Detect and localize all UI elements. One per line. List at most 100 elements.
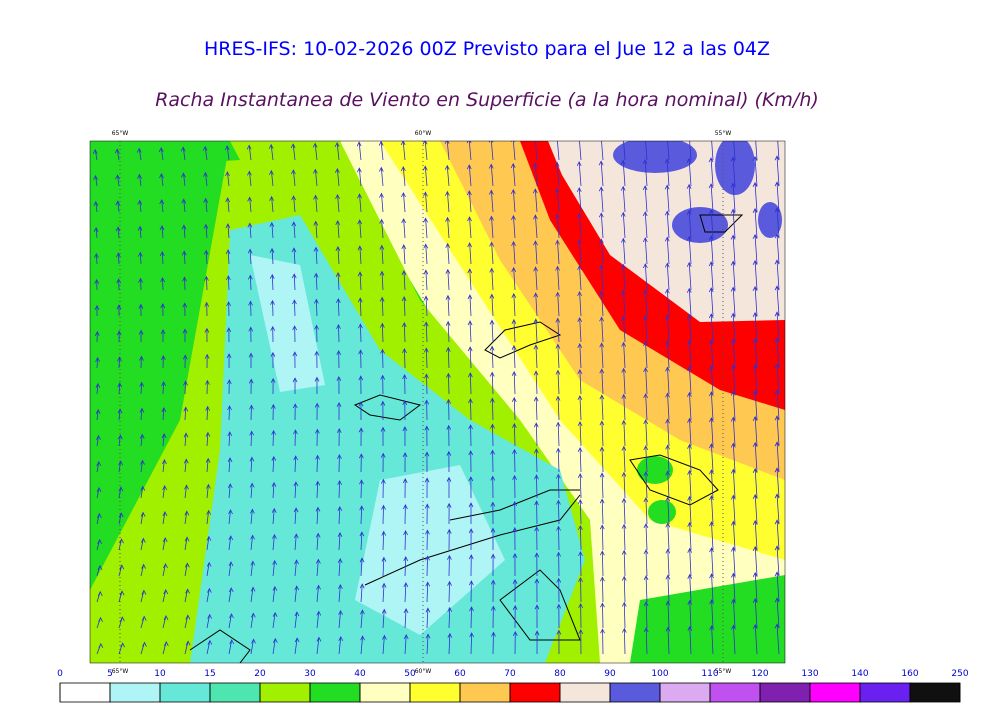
wind-arrow <box>292 351 298 369</box>
wind-arrow <box>205 405 211 421</box>
wind-arrow <box>576 160 582 187</box>
wind-arrow <box>96 460 102 473</box>
wind-arrow <box>247 248 253 265</box>
wind-arrow <box>777 141 780 161</box>
wind-arrow <box>226 327 232 343</box>
wind-arrow <box>183 432 189 447</box>
wind-arrow <box>511 292 517 317</box>
wind-arrow <box>118 642 126 655</box>
wind-arrow <box>381 608 387 629</box>
wind-arrow <box>292 325 297 343</box>
wind-arrow <box>466 141 472 161</box>
wind-arrow <box>161 407 167 421</box>
wind-arrow <box>468 554 474 577</box>
wind-arrow <box>599 368 605 395</box>
wind-arrow <box>115 226 121 239</box>
wind-arrow <box>248 378 254 395</box>
wind-arrow <box>577 420 583 447</box>
wind-arrow <box>642 159 648 187</box>
wind-arrow <box>136 147 142 161</box>
wind-arrow <box>269 273 275 291</box>
wind-arrow <box>555 265 560 291</box>
wind-arrow <box>269 169 274 187</box>
wind-arrow <box>272 611 278 629</box>
wind-arrow <box>205 431 211 447</box>
wind-arrow <box>118 486 124 499</box>
wind-arrow <box>446 424 452 447</box>
wind-arrow <box>752 311 758 343</box>
wind-arrow <box>357 219 363 239</box>
wind-arrow <box>534 604 540 629</box>
wind-arrow <box>225 197 231 213</box>
wind-arrow <box>315 480 321 499</box>
wind-arrow <box>599 238 604 265</box>
wind-arrow <box>159 251 165 265</box>
wind-arrow <box>466 164 472 187</box>
wind-arrow <box>203 197 209 213</box>
wind-arrow <box>599 420 605 447</box>
wind-arrow <box>555 395 561 421</box>
colorbar-swatch <box>659 682 711 703</box>
wind-arrow <box>402 478 408 499</box>
wind-arrow <box>577 368 583 395</box>
wind-arrow <box>184 510 190 525</box>
wind-arrow <box>643 419 649 447</box>
wind-arrow <box>621 445 627 473</box>
colorbar-tick-label: 250 <box>951 669 968 679</box>
wind-arrow <box>312 142 318 161</box>
wind-arrow <box>510 188 516 213</box>
wind-arrow <box>708 287 714 317</box>
wind-arrow <box>294 611 300 629</box>
wind-arrow <box>249 482 255 499</box>
wind-arrow <box>226 379 232 395</box>
wind-arrow <box>118 460 124 473</box>
wind-arrow <box>623 141 626 161</box>
wind-arrow <box>447 554 452 577</box>
wind-arrow <box>511 396 517 421</box>
wind-arrow <box>578 628 584 655</box>
wind-arrow <box>118 434 123 447</box>
wind-arrow <box>401 192 406 213</box>
wind-arrow <box>403 556 409 577</box>
wind-arrow <box>752 363 758 395</box>
wind-arrow <box>359 479 364 499</box>
wind-arrow <box>140 537 146 551</box>
wind-arrow <box>555 369 561 395</box>
wind-arrow <box>359 557 365 577</box>
wind-arrow <box>774 545 780 577</box>
wind-arrow <box>137 251 143 265</box>
wind-arrow <box>380 400 386 421</box>
wind-arrow <box>291 273 297 291</box>
wind-arrow <box>181 250 187 265</box>
wind-arrow <box>598 212 604 239</box>
wind-arrow <box>314 324 319 343</box>
wind-arrow <box>248 300 253 317</box>
wind-arrow <box>665 470 671 499</box>
wind-arrow <box>446 372 451 395</box>
wind-arrow <box>533 292 539 317</box>
wind-arrow <box>620 159 626 187</box>
wind-arrow <box>206 587 212 603</box>
wind-arrow <box>379 244 385 265</box>
wind-arrow <box>533 422 539 447</box>
wind-arrow <box>774 259 780 291</box>
wind-arrow <box>228 535 234 551</box>
colorbar-swatch <box>459 682 511 703</box>
wind-arrow <box>752 545 758 577</box>
wind-arrow <box>336 375 342 395</box>
wind-arrow <box>359 583 365 603</box>
wind-arrow <box>578 576 583 603</box>
wind-arrow <box>402 400 408 421</box>
wind-arrow <box>270 325 276 343</box>
wind-arrow <box>423 269 429 291</box>
wind-arrow <box>512 578 518 603</box>
colorbar-tick-label: 5 <box>107 669 113 679</box>
wind-arrow <box>467 216 472 239</box>
wind-arrow <box>708 313 714 343</box>
wind-arrow <box>752 623 758 655</box>
wind-arrow <box>445 268 451 291</box>
wind-arrow <box>140 511 146 525</box>
wind-arrow <box>469 606 474 629</box>
wind-arrow <box>512 474 517 499</box>
wind-arrow <box>206 561 212 577</box>
